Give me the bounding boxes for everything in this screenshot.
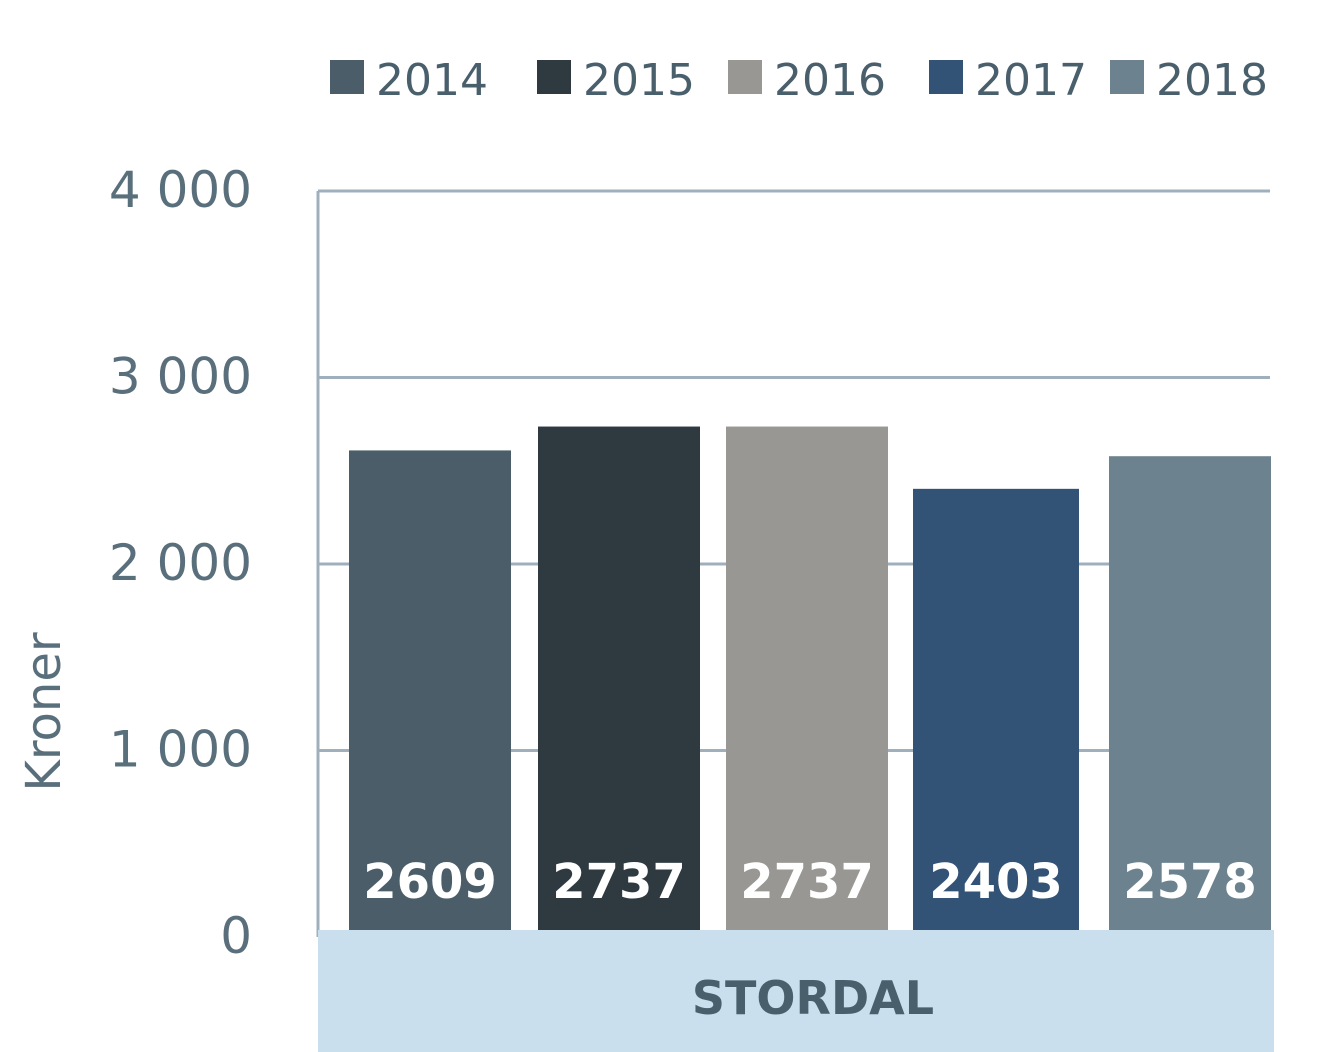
category-band [318,930,1274,1052]
y-tick-label: 0 [220,907,252,965]
bar-2018 [1109,456,1271,930]
y-tick-label: 3 000 [109,348,252,406]
legend-swatch [728,60,762,94]
bar-value-label: 2609 [363,854,497,910]
y-axis-label: Kroner [16,632,72,791]
legend-swatch [1110,60,1144,94]
bar-2015 [538,426,700,930]
legend-swatch [929,60,963,94]
legend-label: 2016 [774,55,886,106]
bar-2017 [913,488,1079,930]
y-axis-ticks: 0 1 000 2 000 3 000 4 000 [109,161,252,965]
legend-label: 2014 [376,55,488,106]
bars: 2609 2737 2737 2403 2578 [349,426,1271,930]
legend-swatch [330,60,364,94]
legend-label: 2018 [1156,55,1268,106]
legend-label: 2015 [583,55,695,106]
y-tick-label: 2 000 [109,534,252,592]
bar-value-label: 2578 [1123,854,1257,910]
legend-swatch [537,60,571,94]
y-tick-label: 4 000 [109,161,252,219]
legend-label: 2017 [975,55,1087,106]
category-label: STORDAL [692,971,934,1025]
y-tick-label: 1 000 [109,721,252,779]
bar-2016 [726,426,888,930]
bar-2014 [349,450,511,930]
legend: 2014 2015 2016 2017 2018 [330,55,1268,106]
bar-value-label: 2737 [552,854,686,910]
bar-value-label: 2403 [929,854,1063,910]
bar-value-label: 2737 [740,854,874,910]
